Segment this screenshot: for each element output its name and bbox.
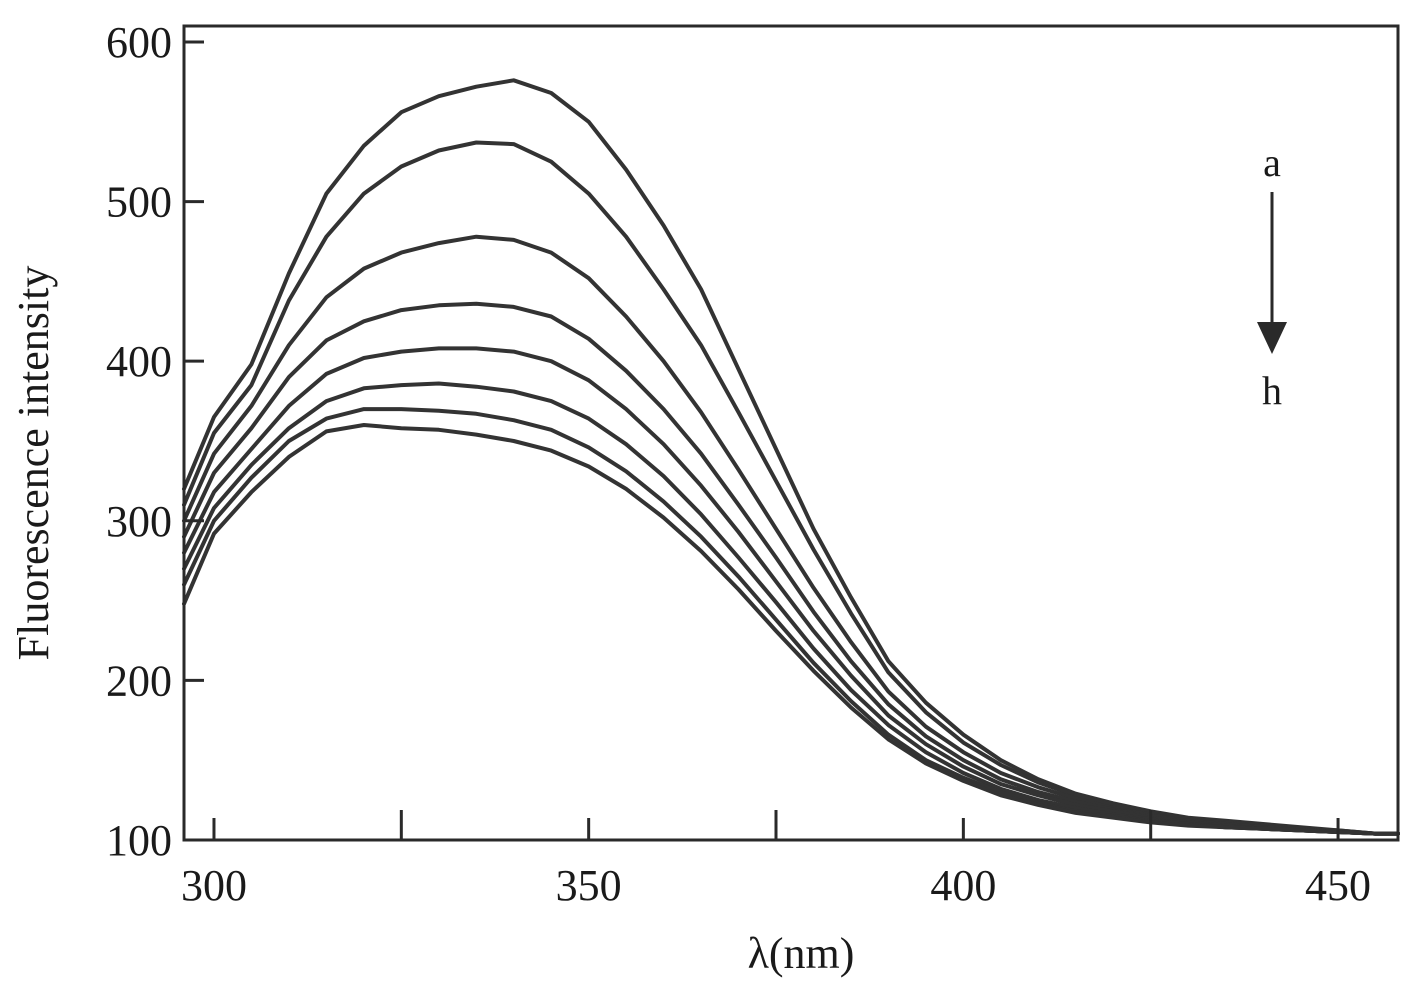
y-tick-label-300: 300 xyxy=(106,497,172,546)
y-tick-label-600: 600 xyxy=(106,18,172,67)
ticks-layer: 300 350 400 450 100 200 300 400 500 600 xyxy=(106,18,1371,910)
x-tick-label-400: 400 xyxy=(930,861,996,910)
x-tick-label-450: 450 xyxy=(1305,861,1371,910)
annotation-label-a: a xyxy=(1263,140,1281,185)
annotation-label-h: h xyxy=(1262,368,1282,413)
series-line-h xyxy=(182,423,1400,836)
y-tick-label-200: 200 xyxy=(106,656,172,705)
plot-frame xyxy=(182,24,1400,842)
x-tick-label-350: 350 xyxy=(556,861,622,910)
arrow-down-icon xyxy=(1257,322,1287,354)
order-annotation: a h xyxy=(1257,140,1287,413)
y-tick-label-500: 500 xyxy=(106,178,172,227)
x-axis-title: λ(nm) xyxy=(748,929,855,978)
y-axis-title: Fluorescence intensity xyxy=(9,266,58,661)
x-tick-label-300: 300 xyxy=(181,861,247,910)
y-tick-label-400: 400 xyxy=(106,337,172,386)
y-tick-label-100: 100 xyxy=(106,816,172,865)
series-layer xyxy=(182,78,1400,836)
